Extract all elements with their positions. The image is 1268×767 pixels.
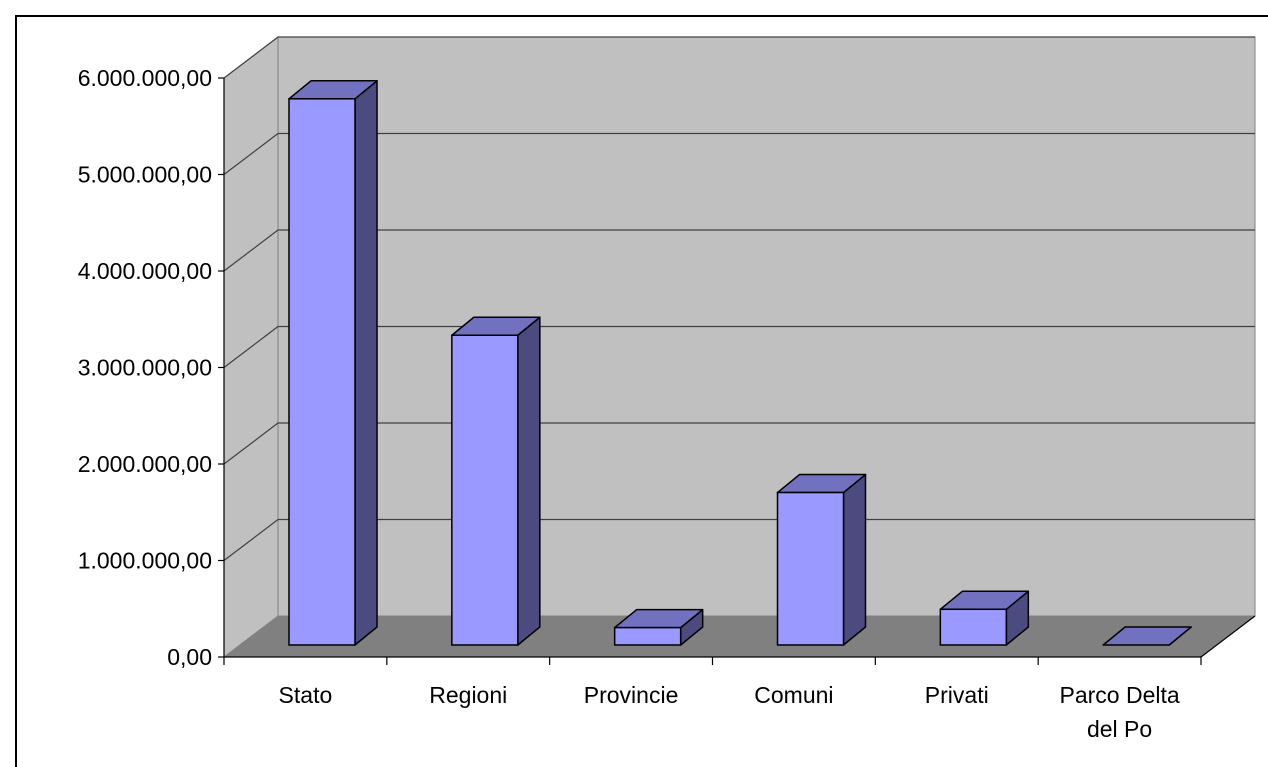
- y-tick-label: 4.000.000,00: [78, 258, 212, 284]
- axes: [218, 77, 1256, 665]
- bar-top-face: [1102, 626, 1192, 646]
- x-tick-label: Regioni: [429, 682, 507, 708]
- bars: [288, 80, 1192, 646]
- x-axis-tick-labels: Stato Regioni Provincie Comuni Privati Parco …: [279, 682, 1180, 742]
- gridline: [223, 325, 1255, 368]
- bar-front-face: [613, 626, 682, 646]
- y-tick-label: 0,00: [167, 644, 212, 670]
- bar-front-face: [776, 491, 845, 646]
- y-tick-label: 2.000.000,00: [78, 451, 212, 477]
- bar-parco-delta-del-po: [1102, 626, 1192, 646]
- bar-stato: [288, 80, 378, 646]
- gridline: [223, 518, 1255, 561]
- y-tick-label: 1.000.000,00: [78, 548, 212, 574]
- gridlines: [223, 36, 1255, 561]
- bar-comuni: [776, 473, 867, 646]
- x-tick-label: Provincie: [584, 682, 679, 708]
- x-tick-label: Parco Delta del Po: [1059, 682, 1179, 742]
- y-tick-label: 6.000.000,00: [78, 65, 212, 91]
- bar-regioni: [451, 316, 541, 646]
- bar-provincie: [613, 608, 704, 646]
- y-tick-label: 5.000.000,00: [78, 162, 212, 188]
- bar-front-face: [288, 98, 356, 646]
- chart-frame: [15, 15, 1268, 767]
- gridline: [223, 422, 1255, 465]
- bar-side-face: [354, 80, 378, 646]
- floor: [224, 616, 1255, 657]
- y-tick-label: 3.000.000,00: [78, 355, 212, 381]
- floor-edge-line: [1200, 615, 1256, 658]
- x-tick-label: Privati: [925, 682, 989, 708]
- bar-privati: [939, 590, 1030, 646]
- bar-front-face: [939, 608, 1008, 646]
- y-axis-tick-labels: 0,00 1.000.000,00 2.000.000,00 3.000.000,00…: [78, 65, 212, 670]
- bar-side-face: [842, 473, 867, 646]
- chart-walls: [223, 35, 1256, 659]
- bar-side-face: [517, 316, 541, 646]
- gridline: [223, 36, 1255, 79]
- x-tick-label: Comuni: [754, 682, 833, 708]
- gridline: [223, 229, 1255, 272]
- gridline: [223, 132, 1255, 175]
- x-tick-label: Stato: [279, 682, 333, 708]
- bar-front-face: [451, 334, 519, 646]
